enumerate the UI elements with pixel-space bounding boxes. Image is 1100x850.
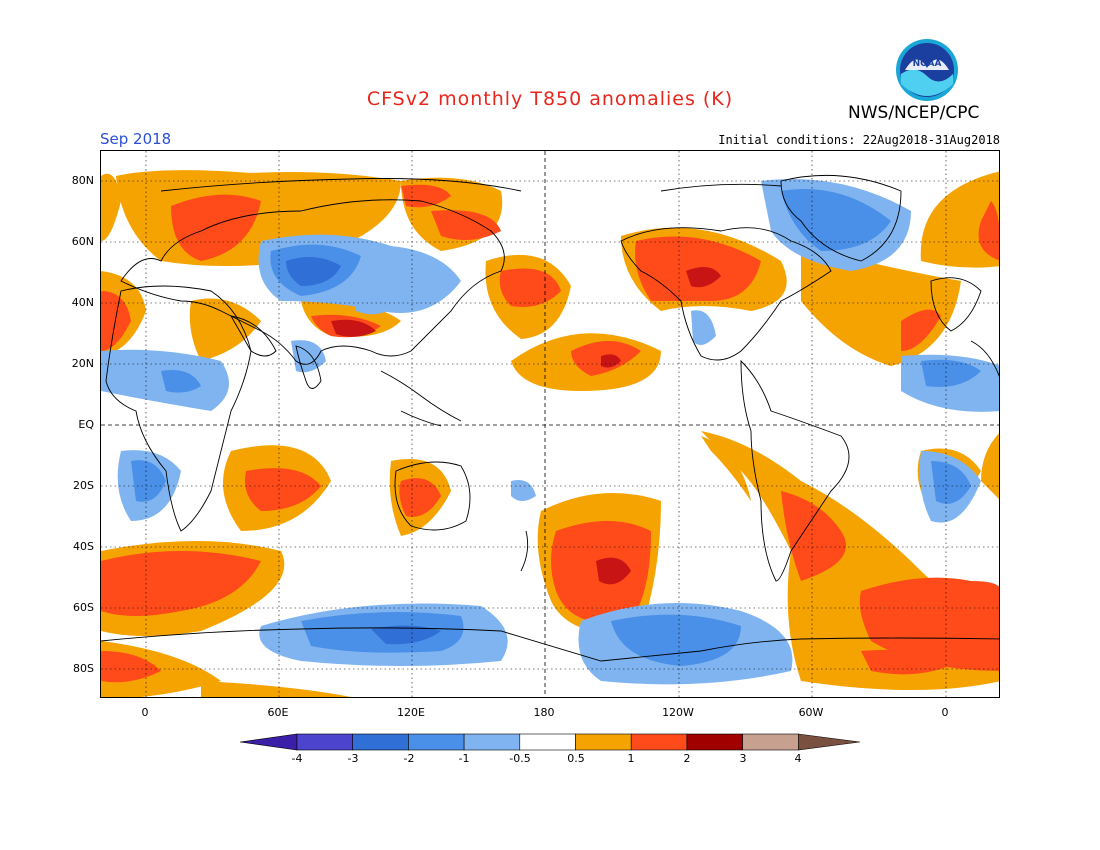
lon-label: 60E [267,706,289,719]
colorbar-segment [575,733,632,751]
colorbar-label: -3 [347,752,359,765]
colorbar-arrow-right [797,733,861,751]
lon-label: 0 [941,706,949,719]
cool-anomaly-layer-3 [286,257,441,645]
logo-text: NOAA [913,59,942,69]
lon-label: 60W [798,706,824,719]
colorbar-segment [463,733,521,751]
lon-label: 0 [141,706,149,719]
chart-title: CFSv2 monthly T850 anomalies (K) [366,88,734,110]
colorbar-segment [408,733,465,751]
lat-label: EQ [78,418,94,431]
colorbar-label: 2 [683,752,691,765]
colorbar-label: -4 [291,752,303,765]
colorbar-segment [352,733,409,751]
lat-label: 60S [73,601,94,614]
colorbar [240,733,861,751]
map-svg [101,151,999,697]
colorbar-label: 3 [739,752,747,765]
anomaly-map [100,150,1000,698]
equator-dateline [101,151,999,697]
colorbar-segment [742,733,799,751]
lon-label: 120W [662,706,694,719]
agency-label: NWS/NCEP/CPC [848,103,980,123]
colorbar-label: -1 [458,752,470,765]
colorbar-segment [296,733,354,751]
colorbar-label: -0.5 [509,752,531,765]
colorbar-label: 0.5 [567,752,585,765]
colorbar-segment [630,733,688,751]
coastlines [101,174,999,662]
colorbar-label: 1 [627,752,635,765]
forecast-month: Sep 2018 [100,130,172,148]
lat-label: 40S [73,540,94,553]
lat-label: 20N [71,357,94,370]
lat-label: 60N [71,235,94,248]
colorbar-segment [686,733,743,751]
colorbar-label: -2 [403,752,415,765]
warm-anomaly-layer-3 [331,267,721,585]
lat-label: 80N [71,174,94,187]
initial-conditions: Initial conditions: 22Aug2018-31Aug2018 [718,133,1000,147]
gridlines [101,151,999,697]
lat-label: 40N [71,296,94,309]
lon-label: 180 [533,706,555,719]
lat-label: 20S [73,479,94,492]
lat-label: 80S [73,662,94,675]
colorbar-label: 4 [794,752,802,765]
lon-label: 120E [397,706,425,719]
colorbar-segment [519,733,576,751]
colorbar-arrow-left [240,733,298,751]
noaa-logo: NOAA [896,39,958,101]
